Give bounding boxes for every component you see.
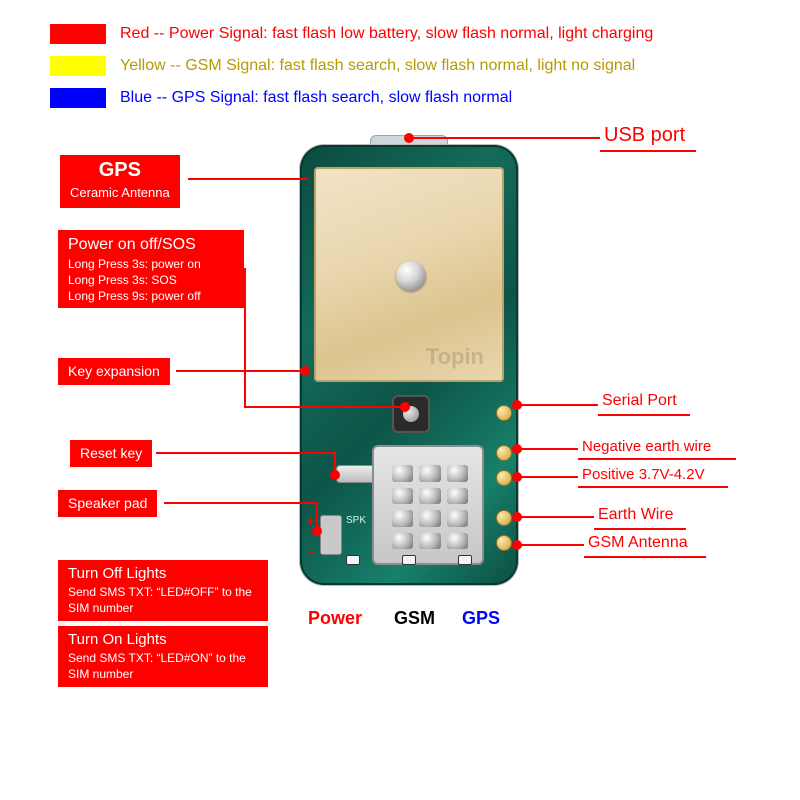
leader-gps — [188, 178, 308, 180]
leader-neg — [518, 448, 578, 450]
legend: Red -- Power Signal: fast flash low batt… — [50, 22, 653, 118]
key-exp-text: Key expansion — [68, 363, 160, 379]
leader-reset-v — [334, 452, 336, 472]
speaker-pad — [320, 515, 342, 555]
led-power — [346, 555, 360, 565]
pos-pad — [496, 470, 512, 486]
label-earth: Earth Wire — [598, 506, 674, 524]
leader-keyexp — [176, 370, 304, 372]
leader-gsmant — [518, 544, 584, 546]
legend-red-text: Red -- Power Signal: fast flash low batt… — [120, 25, 653, 43]
off-sub: Send SMS TXT: “LED#OFF” to the SIM numbe… — [68, 584, 258, 616]
label-neg: Negative earth wire — [582, 438, 711, 455]
callout-gps-antenna: GPS Ceramic Antenna — [60, 155, 180, 208]
serial-pad — [496, 405, 512, 421]
leader-earth — [518, 516, 594, 518]
led-gps — [458, 555, 472, 565]
swatch-red — [50, 24, 106, 44]
legend-row-blue: Blue -- GPS Signal: fast flash search, s… — [50, 86, 653, 110]
legend-blue-text: Blue -- GPS Signal: fast flash search, s… — [120, 89, 512, 107]
leader-sos-v — [244, 268, 246, 408]
legend-yellow-text: Yellow -- GSM Signal: fast flash search,… — [120, 57, 635, 75]
dot-keyexp — [300, 366, 310, 376]
legend-row-yellow: Yellow -- GSM Signal: fast flash search,… — [50, 54, 653, 78]
led-gsm — [402, 555, 416, 565]
minus-mark: - — [308, 543, 313, 561]
infographic-container: Red -- Power Signal: fast flash low batt… — [0, 0, 800, 800]
uline-pos — [578, 486, 728, 488]
uline-neg — [578, 458, 736, 460]
spk-silk: SPK — [346, 515, 366, 526]
label-serial: Serial Port — [602, 392, 677, 410]
bottom-power: Power — [308, 608, 362, 629]
callout-turn-on: Turn On Lights Send SMS TXT: “LED#ON” to… — [58, 626, 268, 687]
leader-pos — [518, 476, 578, 478]
off-title: Turn Off Lights — [68, 565, 166, 582]
dot-sos — [400, 402, 410, 412]
earth-pad — [496, 510, 512, 526]
brand-text: Topin — [426, 344, 484, 370]
leader-reset — [156, 452, 334, 454]
callout-reset: Reset key — [70, 440, 152, 467]
bottom-gsm: GSM — [394, 608, 435, 629]
leader-serial — [518, 404, 598, 406]
on-title: Turn On Lights — [68, 631, 167, 648]
antenna-feed-icon — [396, 261, 426, 291]
callout-speaker: Speaker pad — [58, 490, 157, 517]
dot-spk — [312, 526, 322, 536]
bottom-gps: GPS — [462, 608, 500, 629]
swatch-yellow — [50, 56, 106, 76]
leader-usb — [410, 137, 600, 139]
label-gsmant: GSM Antenna — [588, 534, 688, 552]
gsm-ant-pad — [496, 535, 512, 551]
leader-sos-h — [244, 406, 404, 408]
callout-key-expansion: Key expansion — [58, 358, 170, 385]
uline-serial — [598, 414, 690, 416]
legend-row-red: Red -- Power Signal: fast flash low batt… — [50, 22, 653, 46]
uline-usb — [600, 150, 696, 152]
label-usb: USB port — [604, 124, 685, 147]
label-pos: Positive 3.7V-4.2V — [582, 466, 705, 483]
sos-l1: Long Press 3s: power on — [68, 256, 234, 272]
gps-sub: Ceramic Antenna — [70, 184, 170, 202]
sos-l2: Long Press 3s: SOS — [68, 272, 234, 288]
leader-spk-v — [316, 502, 318, 528]
gps-title: GPS — [99, 159, 141, 181]
sos-l3: Long Press 9s: power off — [68, 288, 234, 304]
speaker-text: Speaker pad — [68, 495, 147, 511]
sos-title: Power on off/SOS — [68, 236, 196, 253]
leader-spk — [164, 502, 316, 504]
reset-text: Reset key — [80, 445, 142, 461]
neg-pad — [496, 445, 512, 461]
sim-slot — [372, 445, 484, 565]
callout-turn-off: Turn Off Lights Send SMS TXT: “LED#OFF” … — [58, 560, 268, 621]
uline-gsmant — [584, 556, 706, 558]
on-sub: Send SMS TXT: “LED#ON” to the SIM number — [68, 650, 258, 682]
uline-earth — [594, 528, 686, 530]
swatch-blue — [50, 88, 106, 108]
pcb-board: Topin SPK + - — [300, 145, 518, 585]
sos-button — [392, 395, 430, 433]
ceramic-antenna: Topin — [314, 167, 504, 382]
dot-reset — [330, 470, 340, 480]
callout-power-sos: Power on off/SOS Long Press 3s: power on… — [58, 230, 244, 308]
device: Topin SPK + - — [300, 135, 518, 595]
